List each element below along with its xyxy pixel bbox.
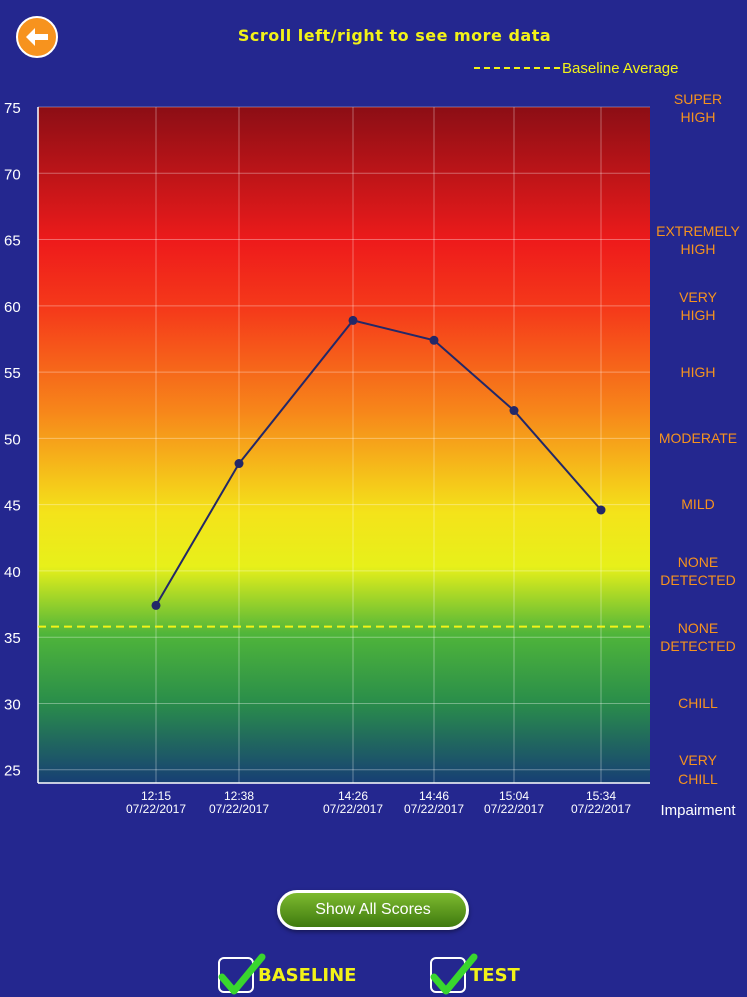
test-toggle-label: TEST (470, 964, 520, 986)
arrow-left-icon (26, 28, 48, 46)
zone-label: VERY CHILL (678, 752, 718, 787)
zone-label: NONE DETECTED (660, 620, 735, 654)
y-tick-label: 65 (4, 233, 21, 250)
y-tick-label: 75 (4, 100, 21, 117)
x-tick-time-label: 12:15 (141, 789, 171, 803)
show-all-scores-button[interactable]: Show All Scores (277, 890, 469, 930)
chart-legend: Baseline Average (474, 58, 678, 78)
zone-label: HIGH (681, 364, 716, 380)
baseline-checkbox[interactable] (218, 953, 266, 995)
zone-label: EXTREMELY HIGH (656, 223, 740, 257)
baseline-toggle-label: BASELINE (258, 964, 357, 986)
baseline-toggle[interactable]: BASELINE (218, 953, 357, 996)
x-tick-time-label: 12:38 (224, 789, 254, 803)
right-axis-label: Impairment (660, 802, 736, 819)
y-tick-label: 55 (4, 365, 21, 382)
page-title: Scroll left/right to see more data (237, 26, 552, 45)
data-point (348, 315, 358, 325)
data-point (509, 406, 519, 416)
zone-gradient-background (38, 107, 650, 783)
y-tick-label: 50 (4, 431, 21, 448)
data-point (596, 505, 606, 515)
zone-label: NONE DETECTED (660, 554, 735, 588)
data-point (234, 459, 244, 469)
x-tick-date-label: 07/22/2017 (126, 802, 186, 816)
series-line (155, 319, 602, 606)
y-tick-label: 30 (4, 696, 21, 713)
checkmark-icon (430, 953, 478, 995)
x-tick-date-label: 07/22/2017 (571, 802, 631, 816)
x-tick-time-label: 14:26 (338, 789, 368, 803)
x-tick-date-label: 07/22/2017 (484, 802, 544, 816)
y-tick-label: 35 (4, 630, 21, 647)
zone-label: MODERATE (659, 430, 737, 446)
y-tick-label: 40 (4, 564, 21, 581)
data-point (151, 600, 161, 610)
zone-label: VERY HIGH (679, 289, 718, 323)
x-tick-time-label: 14:46 (419, 789, 449, 803)
x-tick-time-label: 15:04 (499, 789, 529, 803)
x-tick-date-label: 07/22/2017 (323, 802, 383, 816)
baseline-legend-swatch (474, 67, 560, 69)
zone-label: CHILL (678, 695, 718, 711)
x-tick-date-label: 07/22/2017 (404, 802, 464, 816)
checkmark-icon (218, 953, 266, 995)
zone-label: MILD (681, 496, 714, 512)
data-point (429, 335, 439, 345)
x-tick-time-label: 15:34 (586, 789, 616, 803)
y-tick-label: 60 (4, 299, 21, 316)
baseline-legend-label: Baseline Average (562, 59, 679, 77)
y-tick-label: 25 (4, 763, 21, 780)
zone-label: SUPER HIGH (674, 91, 722, 125)
test-checkbox[interactable] (430, 953, 478, 995)
impairment-chart[interactable]: 253035404550556065707512:1507/22/201712:… (0, 0, 747, 830)
y-tick-label: 45 (4, 498, 21, 515)
back-button[interactable] (16, 16, 58, 58)
y-tick-label: 70 (4, 166, 21, 183)
test-toggle[interactable]: TEST (430, 953, 520, 996)
x-tick-date-label: 07/22/2017 (209, 802, 269, 816)
